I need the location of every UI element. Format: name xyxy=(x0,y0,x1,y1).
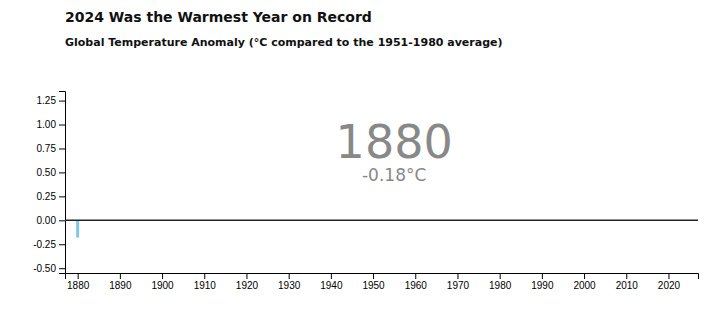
x-tick-mark xyxy=(162,273,163,279)
y-tick-label: -0.25 xyxy=(33,239,56,250)
x-tick: 1910 xyxy=(194,273,217,291)
x-tick-mark xyxy=(78,273,79,279)
x-tick: 1960 xyxy=(405,273,428,291)
x-tick-mark xyxy=(204,273,205,279)
x-tick-label: 1890 xyxy=(109,280,132,291)
x-tick: 1990 xyxy=(531,273,554,291)
x-tick: 2000 xyxy=(573,273,596,291)
y-tick-label: 1.00 xyxy=(37,119,57,130)
x-tick: 2010 xyxy=(616,273,639,291)
x-tick: 1930 xyxy=(278,273,301,291)
annotation: -0.18°C xyxy=(362,165,426,185)
y-tick-label: -0.50 xyxy=(33,263,56,274)
y-axis: -0.50 -0.25 0.00 0.25 0.50 0.75 1.00 1.25 xyxy=(33,92,65,274)
y-tick-mark xyxy=(59,125,65,126)
x-tick: 1970 xyxy=(447,273,470,291)
y-tick: 1.25 xyxy=(37,95,65,106)
x-tick-label: 1990 xyxy=(531,280,554,291)
y-tick: 0.75 xyxy=(37,143,65,154)
x-tick: 1880 xyxy=(67,273,90,291)
x-tick-label: 2010 xyxy=(616,280,639,291)
x-tick-label: 1910 xyxy=(194,280,217,291)
y-tick-mark xyxy=(59,268,65,269)
x-tick-mark xyxy=(668,273,669,279)
y-tick-mark xyxy=(59,196,65,197)
y-tick-label: 0.50 xyxy=(37,167,57,178)
x-tick-mark xyxy=(415,273,416,279)
subtitle: Global Temperature Anomaly (°C compared … xyxy=(65,36,503,49)
y-tick-label: 0.25 xyxy=(37,191,57,202)
annotations: 1880-0.18°C xyxy=(336,115,453,185)
y-tick-label: 0.75 xyxy=(37,143,57,154)
x-tick-mark xyxy=(120,273,121,279)
x-tick-label: 1930 xyxy=(278,280,301,291)
x-axis: 1880 1890 1900 1910 1920 1930 1940 1950 1960 1970… xyxy=(66,273,699,291)
x-tick-label: 1960 xyxy=(405,280,428,291)
bar xyxy=(76,220,79,237)
y-axis-line xyxy=(59,92,66,274)
title: 2024 Was the Warmest Year on Record xyxy=(65,9,372,25)
y-tick: 1.00 xyxy=(37,119,65,130)
x-tick-label: 1900 xyxy=(151,280,174,291)
x-tick-label: 1940 xyxy=(320,280,343,291)
x-tick-mark xyxy=(626,273,627,279)
y-tick: 0.00 xyxy=(37,215,65,226)
x-tick-mark xyxy=(584,273,585,279)
x-tick-mark xyxy=(500,273,501,279)
x-tick-mark xyxy=(246,273,247,279)
annotation: 1880 xyxy=(336,115,453,169)
x-axis-line xyxy=(66,274,699,280)
x-tick-label: 1980 xyxy=(489,280,512,291)
x-tick: 1890 xyxy=(109,273,132,291)
y-tick-mark xyxy=(59,172,65,173)
x-tick-label: 1880 xyxy=(67,280,90,291)
x-tick: 1920 xyxy=(236,273,259,291)
x-tick-label: 2000 xyxy=(573,280,596,291)
y-tick: -0.50 xyxy=(33,263,65,274)
x-tick-mark xyxy=(542,273,543,279)
x-tick-mark xyxy=(331,273,332,279)
x-tick-label: 1970 xyxy=(447,280,470,291)
x-tick: 1940 xyxy=(320,273,343,291)
y-tick: 0.50 xyxy=(37,167,65,178)
zero-line xyxy=(65,220,698,222)
y-tick-label: 0.00 xyxy=(37,215,57,226)
y-tick-mark xyxy=(59,220,65,221)
x-tick-label: 1920 xyxy=(236,280,259,291)
x-tick-mark xyxy=(373,273,374,279)
x-tick: 1980 xyxy=(489,273,512,291)
x-tick: 2020 xyxy=(658,273,681,291)
y-tick: 0.25 xyxy=(37,191,65,202)
x-tick-label: 1950 xyxy=(362,280,385,291)
y-tick-mark xyxy=(59,244,65,245)
y-tick: -0.25 xyxy=(33,239,65,250)
plot: 1880 1890 1900 1910 1920 1930 1940 1950 1960 1970… xyxy=(33,92,698,292)
x-tick-mark xyxy=(457,273,458,279)
x-tick-label: 2020 xyxy=(658,280,681,291)
chart: 2024 Was the Warmest Year on Record Globa… xyxy=(0,0,720,325)
y-tick-mark xyxy=(59,148,65,149)
y-tick-mark xyxy=(59,101,65,102)
y-tick-label: 1.25 xyxy=(37,95,57,106)
bars xyxy=(76,220,79,237)
x-tick: 1900 xyxy=(151,273,174,291)
x-tick-mark xyxy=(289,273,290,279)
x-tick: 1950 xyxy=(362,273,385,291)
